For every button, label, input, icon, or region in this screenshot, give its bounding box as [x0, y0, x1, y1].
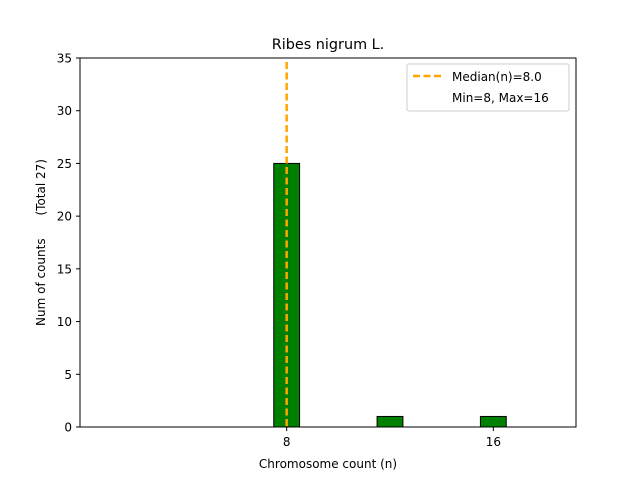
- y-tick-label: 5: [64, 368, 72, 382]
- bar: [479, 415, 507, 428]
- x-ticks: 8 16: [283, 427, 501, 449]
- bar: [376, 415, 404, 428]
- y-tick-label: 15: [57, 262, 72, 276]
- x-tick-label: 8: [283, 435, 291, 449]
- legend-entry-median: Median(n)=8.0: [452, 70, 542, 84]
- y-tick-label: 35: [57, 52, 72, 66]
- legend: Median(n)=8.0 Min=8, Max=16: [406, 63, 570, 112]
- y-tick-label: 30: [57, 104, 72, 118]
- legend-box: [406, 63, 570, 112]
- y-tick-label: 10: [57, 315, 72, 329]
- y-tick-label: 20: [57, 210, 72, 224]
- x-axis-label: Chromosome count (n): [259, 457, 397, 471]
- chart-title: Ribes nigrum L.: [272, 37, 385, 53]
- plot-frame: [79, 57, 577, 428]
- y-ticks: 0 5 10 15 20 25 30 35: [57, 52, 80, 435]
- legend-entry-minmax: Min=8, Max=16: [452, 91, 549, 105]
- x-tick-label: 16: [486, 435, 501, 449]
- y-tick-label: 0: [64, 421, 72, 435]
- y-tick-label: 25: [57, 157, 72, 171]
- y-axis-label: Num of counts (Total 27): [34, 159, 48, 326]
